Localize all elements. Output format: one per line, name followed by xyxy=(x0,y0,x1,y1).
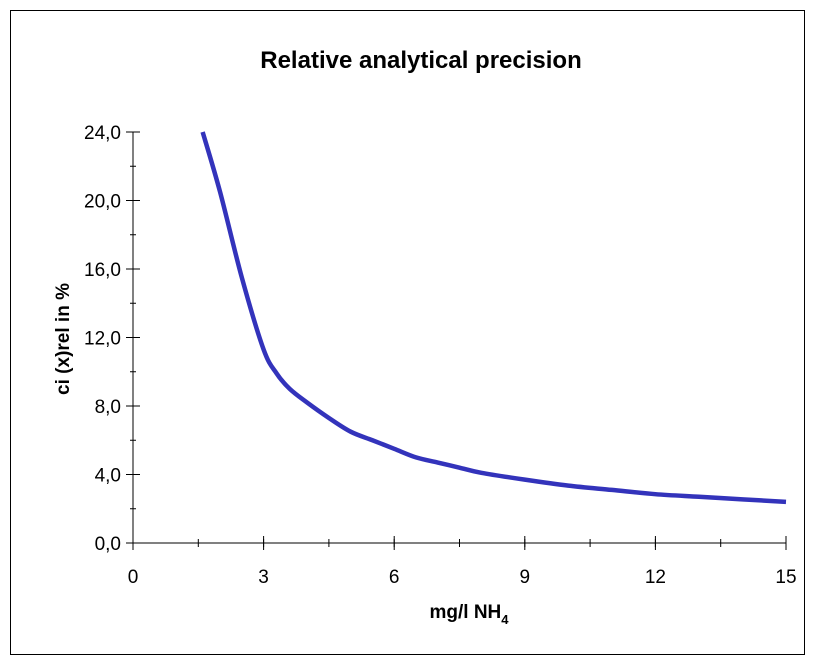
x-tick-label: 15 xyxy=(775,567,796,588)
x-axis-title: mg/l NH4 xyxy=(429,602,509,627)
x-axis-title-subscript: 4 xyxy=(501,612,509,627)
y-tick-label: 16,0 xyxy=(84,260,121,281)
series-group xyxy=(200,131,787,505)
x-tick-label: 3 xyxy=(258,567,269,588)
y-tick-label: 12,0 xyxy=(84,329,121,350)
chart-svg: Relative analytical precision 0,0 4,0 8,0 1… xyxy=(53,47,797,627)
y-tick-label: 8,0 xyxy=(95,397,121,418)
series-line xyxy=(200,131,787,505)
x-tick-label: 12 xyxy=(645,567,666,588)
x-axis: 0 3 6 9 12 15 xyxy=(128,536,797,588)
x-tick-label: 0 xyxy=(128,567,139,588)
y-tick-label: 0,0 xyxy=(95,534,121,555)
y-tick-label: 4,0 xyxy=(95,466,121,487)
x-tick-label: 9 xyxy=(520,567,531,588)
y-axis: 0,0 4,0 8,0 12,0 16,0 20,0 24,0 xyxy=(84,123,140,555)
chart-title: Relative analytical precision xyxy=(260,47,581,74)
y-axis-title: ci (x)rel in % xyxy=(53,283,74,395)
x-axis-title-main: mg/l NH xyxy=(429,602,501,623)
y-tick-label: 24,0 xyxy=(84,123,121,144)
y-tick-label: 20,0 xyxy=(84,192,121,213)
chart-frame: Relative analytical precision 0,0 4,0 8,0 1… xyxy=(10,10,805,655)
x-tick-label: 6 xyxy=(389,567,400,588)
